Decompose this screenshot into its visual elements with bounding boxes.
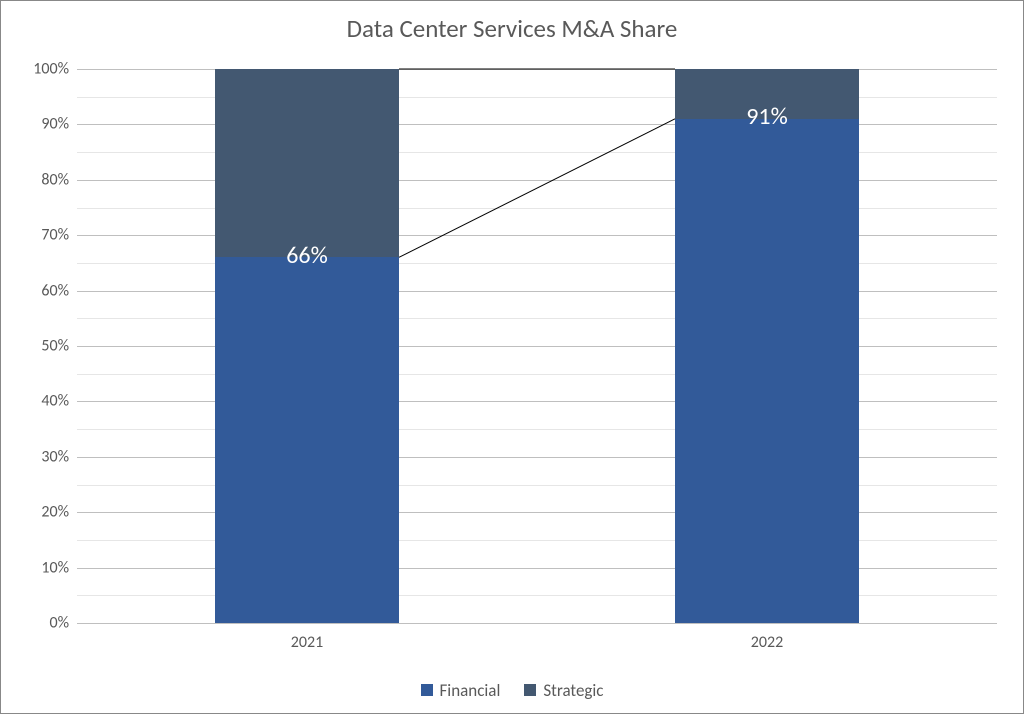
y-axis-tick-label: 100%: [13, 60, 69, 79]
legend-label: Financial: [440, 680, 501, 701]
plot-area: 0%10%20%30%40%50%60%70%80%90%100% 66%202…: [77, 69, 997, 623]
legend-label: Strategic: [543, 680, 603, 701]
y-axis-tick-label: 60%: [13, 281, 69, 300]
legend: Financial Strategic: [1, 680, 1023, 702]
gridline-major: [77, 623, 997, 624]
y-axis-tick-label: 30%: [13, 447, 69, 466]
bar-data-label: 91%: [675, 102, 859, 131]
y-axis-tick-label: 70%: [13, 226, 69, 245]
bar-segment-financial: [215, 257, 399, 623]
legend-item: Strategic: [524, 680, 603, 701]
chart-title: Data Center Services M&A Share: [1, 13, 1023, 44]
bar-segment-strategic: [215, 69, 399, 257]
y-axis-tick-label: 50%: [13, 337, 69, 356]
y-axis-tick-label: 90%: [13, 115, 69, 134]
x-axis-tick-label: 2021: [215, 633, 399, 652]
legend-swatch: [421, 684, 433, 696]
y-axis-tick-label: 10%: [13, 558, 69, 577]
bar-group: 66%: [215, 69, 399, 623]
y-axis-tick-label: 40%: [13, 392, 69, 411]
bar-group: 91%: [675, 69, 859, 623]
y-axis-tick-label: 20%: [13, 503, 69, 522]
y-axis-tick-label: 80%: [13, 170, 69, 189]
x-axis-tick-label: 2022: [675, 633, 859, 652]
chart-frame: Data Center Services M&A Share 0%10%20%3…: [0, 0, 1024, 714]
bar-data-label: 66%: [215, 241, 399, 270]
legend-item: Financial: [421, 680, 501, 701]
legend-swatch: [524, 684, 536, 696]
bars-holder: 66%202191%2022: [77, 69, 997, 623]
y-axis-tick-label: 0%: [13, 614, 69, 633]
bar-segment-financial: [675, 119, 859, 623]
